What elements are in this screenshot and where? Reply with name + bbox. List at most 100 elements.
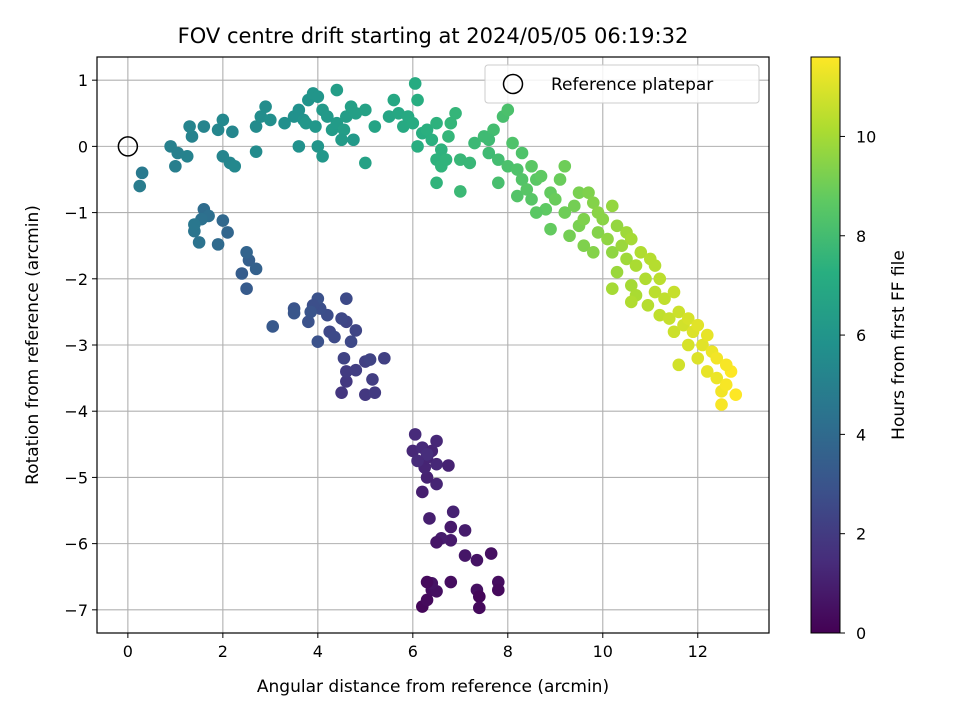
data-point — [463, 156, 477, 170]
data-point — [501, 103, 515, 117]
data-point — [406, 116, 420, 130]
data-point — [340, 292, 353, 305]
data-point — [510, 189, 524, 203]
y-tick-label: −4 — [64, 402, 88, 421]
colorbar-tick-label: 0 — [856, 624, 866, 643]
data-point — [544, 222, 557, 236]
data-point — [420, 593, 434, 607]
data-point — [444, 520, 458, 534]
y-axis-ticks: 1 0 −1 −2 −3 −4 −5 −6 −7 — [64, 71, 97, 620]
data-point — [520, 183, 534, 196]
data-point — [482, 133, 496, 147]
data-point — [662, 312, 676, 325]
data-point — [423, 512, 436, 525]
data-point — [430, 457, 443, 471]
data-point — [259, 100, 272, 113]
data-point — [240, 246, 253, 259]
y-tick-label: 0 — [78, 137, 88, 156]
data-point — [340, 365, 353, 378]
data-point — [411, 93, 424, 107]
legend: Reference platepar — [484, 64, 760, 104]
data-point — [299, 116, 313, 130]
y-tick-label: −6 — [64, 535, 88, 554]
data-point — [729, 388, 743, 401]
x-tick-label: 4 — [313, 642, 323, 661]
data-point — [605, 246, 619, 259]
data-point — [492, 153, 505, 166]
x-tick-label: 0 — [123, 642, 133, 661]
data-point — [382, 110, 396, 123]
data-point — [420, 471, 434, 484]
data-point — [582, 186, 595, 200]
data-point — [366, 373, 379, 386]
data-point — [700, 328, 714, 342]
data-point — [309, 120, 322, 133]
data-point — [534, 169, 548, 183]
data-point — [672, 358, 686, 372]
data-point — [591, 226, 605, 239]
data-point — [216, 214, 230, 227]
data-point — [624, 295, 638, 309]
data-point — [430, 535, 443, 549]
x-tick-label: 6 — [408, 642, 418, 661]
data-point — [492, 583, 505, 597]
colorbar-tick-label: 4 — [856, 425, 866, 444]
y-tick-label: −2 — [64, 270, 88, 289]
data-point — [397, 120, 410, 133]
data-point — [430, 434, 443, 448]
colorbar — [810, 56, 841, 634]
x-tick-label: 12 — [688, 642, 708, 661]
colorbar-ticks: 0 2 4 6 8 10 — [840, 127, 876, 643]
data-point — [169, 159, 182, 173]
data-point — [368, 120, 382, 133]
data-point — [653, 308, 667, 322]
data-point — [454, 185, 467, 198]
legend-entry: Reference platepar — [551, 75, 713, 95]
data-point — [572, 186, 586, 200]
data-point — [235, 267, 249, 280]
data-point — [525, 193, 538, 206]
x-tick-label: 10 — [593, 642, 613, 661]
data-point — [444, 116, 458, 130]
data-point — [691, 351, 705, 365]
data-point — [171, 146, 185, 160]
data-point — [691, 318, 705, 332]
data-point — [420, 575, 434, 589]
data-point — [430, 477, 443, 491]
data-point — [648, 259, 662, 272]
legend-marker — [502, 73, 524, 95]
data-point — [420, 123, 434, 137]
y-tick-label: −7 — [64, 601, 88, 620]
data-point — [349, 363, 363, 377]
data-point — [430, 116, 443, 130]
data-point — [539, 202, 553, 216]
data-point — [548, 193, 562, 206]
data-point — [192, 236, 206, 249]
y-tick-label: −1 — [64, 204, 88, 223]
data-point — [715, 398, 728, 411]
data-point — [492, 176, 505, 190]
data-point — [321, 110, 334, 123]
data-point — [501, 159, 515, 173]
data-point — [420, 447, 434, 461]
data-point — [392, 106, 405, 120]
data-point — [605, 199, 619, 213]
data-point — [311, 90, 325, 104]
data-point — [411, 454, 424, 468]
data-point — [681, 338, 695, 352]
data-point — [525, 159, 538, 173]
data-point — [473, 590, 486, 603]
data-point — [363, 353, 377, 366]
data-point — [425, 133, 439, 147]
x-tick-label: 2 — [218, 642, 228, 661]
data-point — [444, 575, 458, 589]
data-point — [620, 252, 633, 266]
data-point — [596, 212, 610, 226]
data-point — [249, 262, 263, 276]
data-point — [411, 140, 424, 153]
data-point — [515, 173, 529, 186]
data-point — [378, 351, 391, 365]
data-point — [316, 150, 329, 163]
data-point — [311, 140, 325, 153]
data-point — [221, 226, 234, 239]
